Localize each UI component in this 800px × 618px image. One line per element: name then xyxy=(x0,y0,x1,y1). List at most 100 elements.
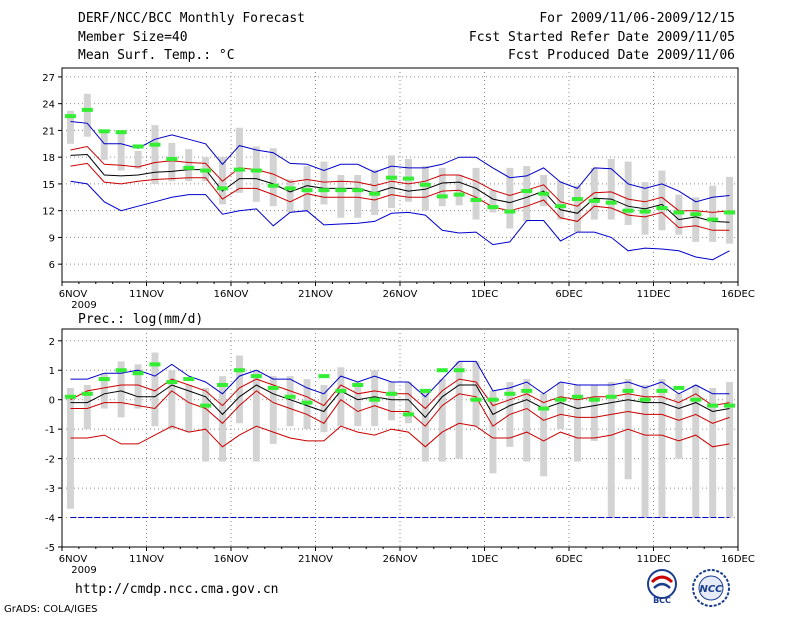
temp-ensemble-marker xyxy=(419,182,431,187)
prec-range-bar xyxy=(286,376,294,427)
member-size: Member Size=40 xyxy=(78,30,188,45)
temp-ensemble-marker xyxy=(386,175,398,180)
prec-ensemble-marker xyxy=(453,368,465,373)
prec-ensemble-marker xyxy=(284,394,296,399)
prec-ytick-label: -5 xyxy=(45,543,55,554)
prec-xtick-label: 16DEC xyxy=(721,554,755,565)
prec-series-upper xyxy=(70,378,730,410)
temp-range-bar xyxy=(269,148,277,207)
temp-xtick-label: 21NOV xyxy=(298,289,333,300)
prec-range-bar xyxy=(134,364,142,409)
prec-ensemble-marker xyxy=(402,412,414,417)
prec-ytick-label: 1 xyxy=(49,366,55,377)
prec-range-bar xyxy=(320,384,328,433)
prec-range-bar xyxy=(438,379,446,462)
temp-ensemble-marker xyxy=(132,144,144,149)
prec-range-bar xyxy=(269,376,277,444)
temp-range-bar xyxy=(252,146,260,202)
prec-ensemble-marker xyxy=(318,374,330,379)
prec-series-max xyxy=(70,360,730,398)
temp-ensemble-marker xyxy=(521,189,533,194)
prec-ensemble-marker xyxy=(605,394,617,399)
prec-ensemble-marker xyxy=(352,382,364,387)
prec-xtick-label: 16NOV xyxy=(214,554,249,565)
prec-range-bar xyxy=(692,384,700,518)
prec-series-lower xyxy=(70,390,730,427)
temp-ytick-label: 6 xyxy=(49,260,55,271)
prec-range-bar xyxy=(523,379,531,462)
temp-range-bar xyxy=(573,185,581,233)
prec-range-bar xyxy=(235,355,243,424)
temp-ensemble-marker xyxy=(487,205,499,210)
prec-ensemble-marker xyxy=(571,394,583,399)
temp-range-bar xyxy=(168,142,176,182)
temp-ensemble-marker xyxy=(250,168,262,173)
temp-ytick-label: 27 xyxy=(42,73,55,84)
prec-ensemble-marker xyxy=(555,397,567,402)
prec-range-bar xyxy=(168,370,176,430)
prec-range-bar xyxy=(66,387,74,509)
prec-ensemble-marker xyxy=(233,368,245,373)
temp-ensemble-marker xyxy=(402,176,414,181)
temp-xtick-year: 2009 xyxy=(71,300,96,311)
prec-ensemble-marker xyxy=(217,382,229,387)
prec-range-bar xyxy=(455,361,463,459)
temp-range-bar xyxy=(100,130,108,160)
temp-ensemble-marker xyxy=(555,204,567,209)
footer-url[interactable]: http://cmdp.ncc.cma.gov.cn xyxy=(75,582,279,597)
prec-series-mean xyxy=(70,384,730,419)
prec-ensemble-marker xyxy=(335,388,347,393)
prec-range-bar xyxy=(151,352,159,427)
prec-ensemble-marker xyxy=(690,397,702,402)
prec-range-bar xyxy=(709,387,717,518)
temp-ytick-label: 21 xyxy=(42,126,55,137)
temp-series-min xyxy=(70,180,730,261)
temp-series-max xyxy=(70,121,730,203)
prec-xtick-label: 26NOV xyxy=(383,554,418,565)
temp-ensemble-marker xyxy=(166,156,178,161)
temp-ensemble-marker xyxy=(504,209,516,214)
prec-ensemble-marker xyxy=(250,374,262,379)
prec-ensemble-marker xyxy=(588,397,600,402)
prec-range-bar xyxy=(489,390,497,474)
temp-ensemble-marker xyxy=(588,198,600,203)
prec-range-bar xyxy=(404,382,412,424)
temp-ensemble-marker xyxy=(369,191,381,196)
prec-xtick-label: 6DEC xyxy=(555,554,582,565)
temp-xtick-label: 6NOV xyxy=(59,289,88,300)
prec-ytick-label: -4 xyxy=(45,514,55,525)
prec-ensemble-marker xyxy=(622,388,634,393)
prec-range-bar xyxy=(472,361,480,427)
prec-ensemble-marker xyxy=(673,385,685,390)
temp-ensemble-marker xyxy=(267,183,279,188)
grads-credit: GrADS: COLA/IGES xyxy=(4,604,98,615)
forecast-produced-date: Fcst Produced Date 2009/11/06 xyxy=(508,48,735,63)
temp-ensemble-marker xyxy=(724,210,736,215)
temp-range-bar xyxy=(607,158,615,220)
temp-ensemble-marker xyxy=(284,186,296,191)
prec-range-bar xyxy=(726,382,734,518)
prec-range-bar xyxy=(590,384,598,441)
temp-range-bar xyxy=(590,167,598,220)
prec-ensemble-marker xyxy=(64,394,76,399)
temp-ensemble-marker xyxy=(605,200,617,205)
temp-range-bar xyxy=(83,93,91,137)
prec-chart-title: Prec.: log(mm/d) xyxy=(78,312,203,327)
temp-range-bar xyxy=(117,130,125,171)
temp-range-bar xyxy=(320,161,328,205)
prec-range-bar xyxy=(202,387,210,462)
temp-range-bar xyxy=(489,190,497,213)
prec-ensemble-marker xyxy=(132,371,144,376)
prec-ytick-label: -3 xyxy=(45,484,55,495)
prec-range-bar xyxy=(607,382,615,518)
prec-ensemble-marker xyxy=(487,397,499,402)
temp-ytick-label: 12 xyxy=(42,207,55,218)
variable-label: Mean Surf. Temp.: °C xyxy=(78,48,235,63)
temp-ensemble-marker xyxy=(149,142,161,147)
temp-ensemble-marker xyxy=(217,186,229,191)
chart-title: DERF/NCC/BCC Monthly Forecast xyxy=(78,11,305,26)
temp-range-bar xyxy=(286,179,294,213)
prec-ensemble-marker xyxy=(386,391,398,396)
temp-range-bar xyxy=(506,167,514,229)
